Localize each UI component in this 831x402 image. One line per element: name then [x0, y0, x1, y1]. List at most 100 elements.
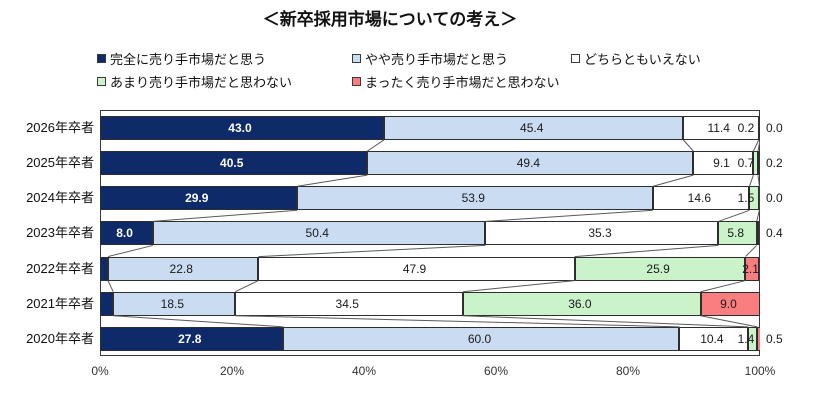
outside-value-label-r2: 0.0 [766, 191, 783, 206]
bar-value-label-r6-s3: 1.4 [737, 331, 755, 346]
bar-segment-r1-s4 [758, 151, 760, 176]
bar-segment-r5-s3 [463, 291, 701, 316]
connector-line [367, 139, 385, 152]
legend-label: どちらともいえない [584, 51, 701, 67]
bar-value-label-r2-s3: 1.5 [737, 191, 755, 206]
bar-segment-r6-s0 [100, 326, 284, 351]
x-axis-tick-label-20: 20% [219, 364, 245, 378]
bar-segment-r0-s1 [383, 116, 684, 140]
bar-segment-r1-s0 [100, 151, 368, 176]
connector-line [683, 139, 694, 152]
legend-label: やや売り手市場だと思う [365, 51, 509, 67]
category-label-2024: 2024年卒者 [26, 190, 94, 206]
bar-value-label-r0-s1: 45.4 [520, 121, 544, 135]
bar-segment-r2-s0 [100, 186, 298, 211]
legend-swatch-not-at-all-sellers-market [352, 76, 361, 86]
bar-value-label-r5-s1: 18.5 [160, 296, 184, 311]
category-label-2021: 2021年卒者 [26, 295, 94, 311]
bar-value-label-r1-s0: 40.5 [220, 156, 244, 171]
legend-item-neither: どちらともいえない [571, 50, 701, 67]
bar-value-label-r0-s3: 0.2 [737, 121, 755, 135]
connector-line [152, 209, 298, 222]
legend-label: 完全に売り手市場だと思う [110, 51, 267, 67]
bar-segment-r0-s3 [758, 116, 760, 140]
bar-segment-r3-s3 [718, 221, 757, 246]
x-axis-tick-label-0: 0% [91, 364, 109, 378]
bar-value-label-r5-s2: 34.5 [335, 296, 359, 311]
legend-swatch-somewhat-sellers-market [352, 53, 361, 63]
x-axis-tick-label-40: 40% [351, 364, 377, 378]
connector-line [235, 315, 680, 328]
bar-segment-r3-s0 [100, 221, 153, 246]
bar-segment-r3-s4 [756, 221, 760, 246]
bar-segment-r1-s2 [693, 151, 754, 176]
bar-segment-r3-s1 [152, 221, 486, 246]
category-label-2025: 2025年卒者 [26, 155, 94, 171]
bar-segment-r1-s3 [753, 151, 758, 176]
connector-line [745, 245, 758, 257]
bar-value-label-r2-s0: 29.9 [185, 191, 209, 206]
chart-title: ＜新卒採用市場についての考え＞ [262, 10, 518, 29]
outside-value-label-r3: 0.4 [766, 226, 783, 241]
bar-value-label-r3-s0: 8.0 [116, 226, 133, 241]
bar-segment-r6-s4 [757, 326, 760, 351]
bar-value-label-r2-s2: 14.6 [687, 191, 712, 206]
bar-value-label-r3-s3: 5.8 [727, 226, 745, 241]
outside-value-label-r6: 0.5 [766, 331, 783, 346]
outside-value-label-r1: 0.2 [766, 156, 783, 171]
bar-segment-r2-s3 [749, 186, 760, 211]
connector-line [235, 280, 259, 293]
x-axis-tick-label-80: 80% [615, 364, 641, 378]
connector-line [652, 174, 694, 187]
bar-value-label-r4-s1: 22.8 [169, 261, 193, 276]
legend-item-somewhat-sellers-market: やや売り手市場だと思う [352, 50, 509, 67]
bar-segment-r4-s1 [107, 256, 259, 281]
connector-line [574, 244, 719, 258]
x-axis-tick-label-100: 100% [744, 364, 776, 378]
bar-segment-r2-s2 [653, 186, 750, 211]
connector-line [718, 209, 750, 222]
bar-value-label-r4-s3: 25.9 [646, 261, 670, 276]
bar-segment-r0-s0 [100, 116, 384, 140]
bar-value-label-r0-s2: 11.4 [707, 121, 730, 135]
bar-segment-r4-s3 [574, 256, 746, 281]
category-label-2022: 2022年卒者 [26, 260, 94, 276]
outside-value-label-r0: 0.0 [766, 121, 783, 135]
bar-segment-r5-s2 [235, 291, 463, 316]
connector-line [297, 174, 368, 187]
connector-line [258, 244, 486, 258]
category-label-2023: 2023年卒者 [26, 225, 94, 241]
bar-value-label-r6-s2: 10.4 [700, 331, 724, 346]
bar-segment-r5-s4 [700, 291, 760, 316]
bar-value-label-r0-s0: 43.0 [228, 121, 252, 135]
legend-item-fully-sellers-market: 完全に売り手市場だと思う [97, 50, 267, 67]
bar-segment-r0-s2 [683, 116, 759, 140]
bar-value-label-r6-s0: 27.8 [178, 331, 202, 346]
connector-line [462, 315, 749, 328]
connector-line [113, 315, 284, 328]
bar-value-label-r5-s3: 36.0 [568, 296, 592, 311]
category-label-2020: 2020年卒者 [26, 330, 94, 346]
bar-segment-r5-s1 [113, 291, 236, 316]
legend-swatch-fully-sellers-market [97, 53, 106, 63]
bar-value-label-r5-s4: 9.0 [720, 296, 737, 311]
connector-line [748, 174, 754, 187]
legend-label: あまり売り手市場だと思わない [110, 74, 293, 90]
connector-line [756, 210, 760, 222]
connector-line [757, 175, 760, 187]
bar-segment-r2-s1 [297, 186, 654, 211]
connector-line [107, 280, 114, 292]
bar-segment-r3-s2 [485, 221, 719, 246]
bar-value-label-r3-s2: 35.3 [588, 226, 612, 241]
legend-swatch-neither [571, 53, 580, 63]
connector-line [752, 139, 760, 152]
bar-value-label-r1-s1: 49.4 [516, 156, 541, 171]
plot-area: 43.0 45.4 11.4 0.2 40.5 49.4 9.1 0.7 29.9 53.9 14.… [100, 110, 760, 356]
x-axis-tick-label-60: 60% [483, 364, 509, 378]
bar-segment-r4-s0 [100, 256, 108, 281]
bar-segment-r4-s4 [745, 256, 760, 281]
bar-segment-r5-s0 [100, 291, 114, 316]
bar-value-label-r2-s1: 53.9 [461, 191, 485, 206]
bar-value-label-r6-s1: 60.0 [467, 331, 492, 346]
